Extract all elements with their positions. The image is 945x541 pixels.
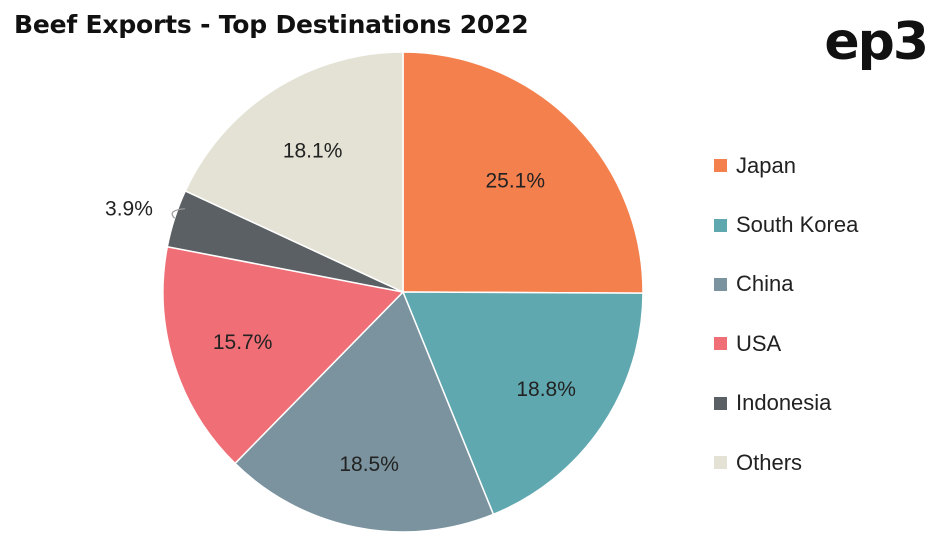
legend-item-indonesia: Indonesia xyxy=(714,374,934,433)
slice-label-indonesia: 3.9% xyxy=(105,198,153,221)
legend-item-china: China xyxy=(714,255,934,314)
legend-swatch-indonesia xyxy=(714,396,727,410)
legend-item-usa: USA xyxy=(714,314,934,373)
legend-swatch-others xyxy=(714,456,727,470)
pie-slice-usa xyxy=(162,245,405,465)
slice-label-usa: 15.7% xyxy=(213,331,273,354)
slice-label-japan: 25.1% xyxy=(485,169,545,192)
pie-slice-south-korea xyxy=(401,291,644,516)
legend-label-usa: USA xyxy=(736,330,782,356)
legend-swatch-japan xyxy=(714,159,727,173)
legend-label-others: Others xyxy=(736,449,803,475)
legend-label-indonesia: Indonesia xyxy=(736,390,832,416)
ep3-logo: ep3 xyxy=(824,12,929,72)
pie-slice-china xyxy=(233,290,495,533)
pie-slice-japan xyxy=(402,51,644,294)
legend-swatch-south-korea xyxy=(714,218,727,232)
chart-title: Beef Exports - Top Destinations 2022 xyxy=(14,10,529,39)
legend: Japan South Korea China USA Indonesia Others xyxy=(714,136,934,492)
legend-label-south-korea: South Korea xyxy=(736,212,859,238)
pie-slice-others xyxy=(184,51,404,294)
legend-item-others: Others xyxy=(714,433,934,492)
slice-label-south-korea: 18.8% xyxy=(516,378,576,401)
legend-item-japan: Japan xyxy=(714,136,934,195)
legend-swatch-usa xyxy=(714,337,727,351)
legend-label-china: China xyxy=(736,271,794,297)
legend-item-south-korea: South Korea xyxy=(714,195,934,254)
slice-label-others: 18.1% xyxy=(283,139,343,162)
slice-label-china: 18.5% xyxy=(339,453,399,476)
leader-line-indonesia xyxy=(171,208,185,219)
legend-label-japan: Japan xyxy=(736,152,796,178)
legend-swatch-china xyxy=(714,277,727,291)
pie-slices xyxy=(162,51,644,533)
pie-slice-labels: 25.1% 18.8% 18.5% 15.7% 3.9% 18.1% xyxy=(105,139,576,476)
